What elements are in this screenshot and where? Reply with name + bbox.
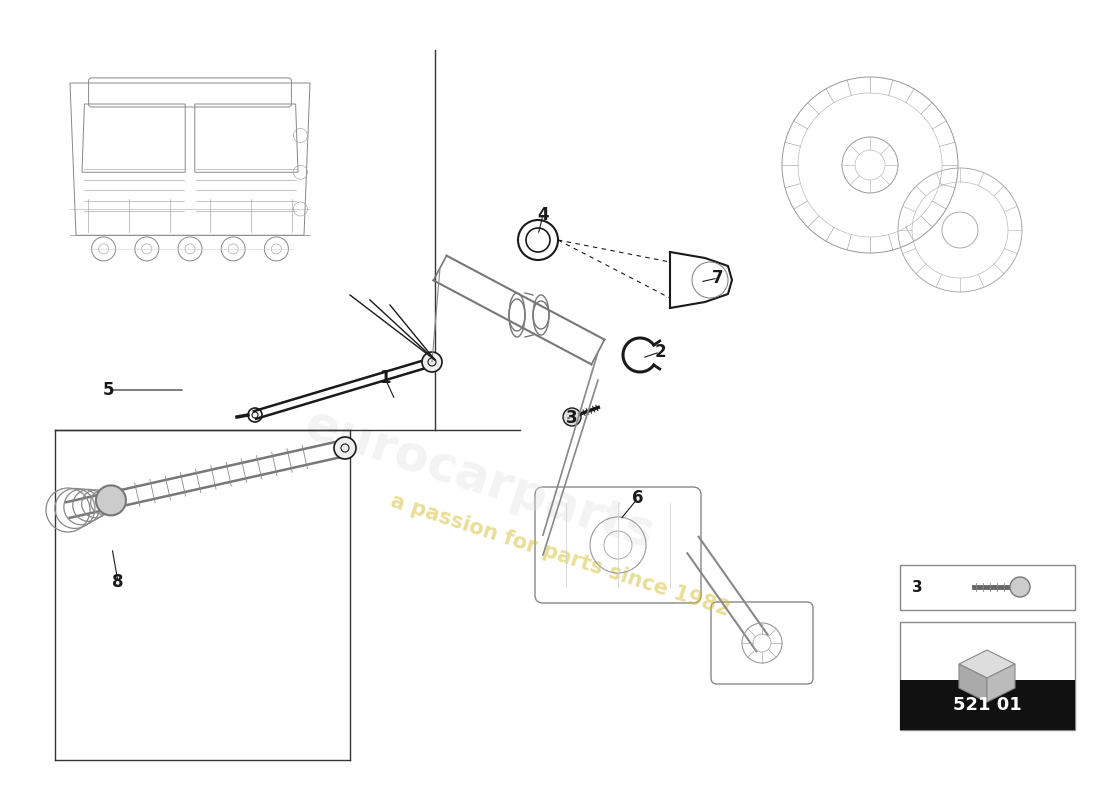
Polygon shape: [959, 650, 1015, 678]
Text: 4: 4: [537, 206, 549, 224]
Circle shape: [334, 437, 356, 459]
Text: 5: 5: [102, 381, 113, 399]
Text: 7: 7: [712, 269, 724, 287]
Text: 1: 1: [379, 369, 390, 387]
Text: 521 01: 521 01: [953, 696, 1022, 714]
Bar: [900, 680, 1075, 730]
Text: 3: 3: [566, 409, 578, 427]
Bar: [900, 622, 1075, 730]
Bar: [900, 565, 1075, 610]
Polygon shape: [959, 664, 987, 702]
Polygon shape: [987, 664, 1015, 702]
Text: eurocarparts: eurocarparts: [299, 401, 661, 559]
Text: 3: 3: [912, 579, 923, 594]
Circle shape: [1010, 577, 1030, 597]
Text: a passion for parts since 1982: a passion for parts since 1982: [388, 490, 733, 619]
Text: 8: 8: [112, 573, 123, 591]
Text: 6: 6: [632, 489, 644, 507]
Circle shape: [563, 408, 581, 426]
Text: 2: 2: [654, 343, 666, 361]
Circle shape: [96, 486, 125, 515]
Circle shape: [422, 352, 442, 372]
